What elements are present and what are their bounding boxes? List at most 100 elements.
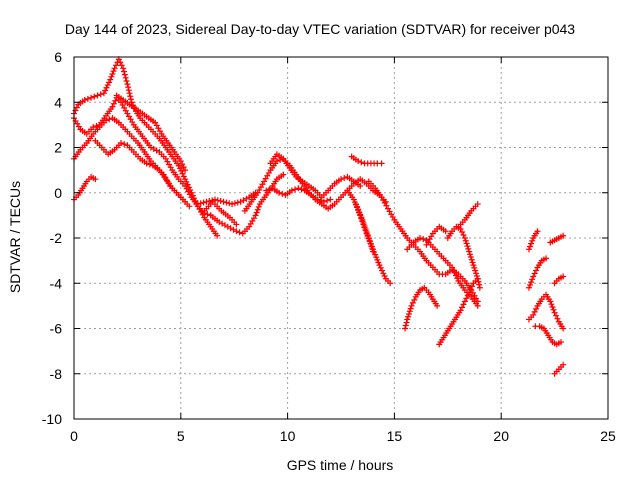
data-point-marker bbox=[203, 198, 210, 205]
data-point-marker bbox=[468, 256, 475, 263]
data-point-marker bbox=[434, 302, 441, 309]
data-point-marker bbox=[403, 319, 410, 326]
data-point-marker bbox=[380, 270, 387, 277]
data-point-marker bbox=[528, 279, 535, 286]
data-point-marker bbox=[295, 185, 302, 192]
data-point-marker bbox=[474, 275, 481, 282]
data-point-marker bbox=[373, 254, 380, 261]
data-point-marker bbox=[466, 289, 473, 296]
data-point-marker bbox=[314, 196, 321, 203]
data-point-marker bbox=[341, 175, 348, 182]
data-point-marker bbox=[234, 199, 241, 206]
data-point-marker bbox=[117, 139, 124, 146]
data-point-marker bbox=[110, 68, 117, 75]
data-point-marker bbox=[263, 187, 270, 194]
data-point-marker bbox=[461, 298, 468, 305]
data-point-marker bbox=[185, 184, 192, 191]
data-point-marker bbox=[280, 171, 287, 178]
data-point-marker bbox=[358, 159, 365, 166]
data-points bbox=[71, 56, 567, 377]
data-point-marker bbox=[200, 199, 207, 206]
data-point-marker bbox=[233, 221, 240, 228]
x-axis-label: GPS time / hours bbox=[287, 457, 394, 473]
data-point-marker bbox=[97, 91, 104, 98]
data-point-marker bbox=[531, 308, 538, 315]
data-point-marker bbox=[112, 97, 119, 104]
data-point-marker bbox=[175, 162, 182, 169]
data-point-marker bbox=[527, 281, 534, 288]
data-point-marker bbox=[459, 304, 466, 311]
data-point-marker bbox=[376, 262, 383, 269]
data-point-marker bbox=[356, 208, 363, 215]
data-point-marker bbox=[530, 311, 537, 318]
data-point-marker bbox=[111, 65, 118, 72]
data-point-marker bbox=[402, 325, 409, 332]
data-point-marker bbox=[214, 197, 221, 204]
data-point-marker bbox=[460, 231, 467, 238]
data-point-marker bbox=[375, 259, 382, 266]
data-point-marker bbox=[94, 92, 101, 99]
data-point-marker bbox=[124, 81, 131, 88]
data-point-marker bbox=[192, 197, 199, 204]
data-point-marker bbox=[72, 107, 79, 114]
x-tick-label: 0 bbox=[70, 428, 78, 444]
data-point-marker bbox=[550, 306, 557, 313]
data-point-marker bbox=[357, 211, 364, 218]
data-point-marker bbox=[404, 316, 411, 323]
data-point-marker bbox=[365, 235, 372, 241]
data-point-marker bbox=[558, 339, 565, 346]
data-point-marker bbox=[464, 243, 471, 250]
data-point-marker bbox=[528, 240, 535, 247]
data-point-marker bbox=[122, 74, 129, 81]
data-point-marker bbox=[91, 93, 98, 100]
data-point-marker bbox=[368, 243, 375, 250]
data-point-marker bbox=[123, 77, 130, 84]
data-point-marker bbox=[73, 104, 80, 111]
data-point-marker bbox=[93, 123, 100, 130]
data-point-marker bbox=[117, 59, 124, 66]
data-point-marker bbox=[100, 90, 107, 97]
data-point-marker bbox=[120, 68, 127, 75]
data-point-marker bbox=[121, 141, 128, 148]
data-point-marker bbox=[276, 189, 283, 196]
data-point-marker bbox=[358, 214, 365, 221]
data-point-marker bbox=[474, 201, 481, 208]
data-point-marker bbox=[327, 196, 334, 203]
data-point-marker bbox=[103, 84, 110, 91]
data-point-marker bbox=[473, 273, 480, 280]
data-point-marker bbox=[454, 275, 461, 282]
data-point-marker bbox=[180, 173, 187, 180]
data-point-marker bbox=[460, 301, 467, 308]
data-point-marker bbox=[387, 280, 394, 287]
data-point-marker bbox=[467, 286, 474, 293]
data-point-marker bbox=[405, 313, 412, 320]
data-point-marker bbox=[527, 243, 534, 250]
data-point-marker bbox=[109, 70, 116, 77]
data-point-marker bbox=[183, 178, 190, 185]
data-point-marker bbox=[357, 182, 364, 189]
data-point-marker bbox=[352, 201, 359, 208]
data-point-marker bbox=[125, 87, 132, 94]
data-point-marker bbox=[366, 237, 373, 244]
data-point-marker bbox=[449, 264, 456, 271]
data-point-marker bbox=[553, 312, 560, 319]
data-point-marker bbox=[143, 160, 150, 167]
data-point-marker bbox=[451, 269, 458, 276]
data-point-marker bbox=[472, 267, 479, 274]
y-tick-label: -6 bbox=[50, 321, 63, 337]
data-point-marker bbox=[465, 245, 472, 252]
data-point-marker bbox=[266, 186, 273, 193]
data-point-marker bbox=[90, 124, 97, 131]
chart-title: Day 144 of 2023, Sidereal Day-to-day VTE… bbox=[65, 21, 575, 37]
data-point-marker bbox=[317, 197, 324, 204]
y-tick-label: -2 bbox=[50, 230, 63, 246]
data-point-marker bbox=[463, 295, 470, 302]
data-point-marker bbox=[179, 161, 186, 168]
data-point-marker bbox=[106, 79, 113, 86]
data-point-marker bbox=[402, 322, 409, 329]
data-point-marker bbox=[372, 251, 379, 258]
data-point-marker bbox=[189, 192, 196, 199]
x-tick-label: 25 bbox=[600, 428, 616, 444]
data-point-marker bbox=[121, 71, 128, 78]
data-point-marker bbox=[102, 87, 109, 94]
